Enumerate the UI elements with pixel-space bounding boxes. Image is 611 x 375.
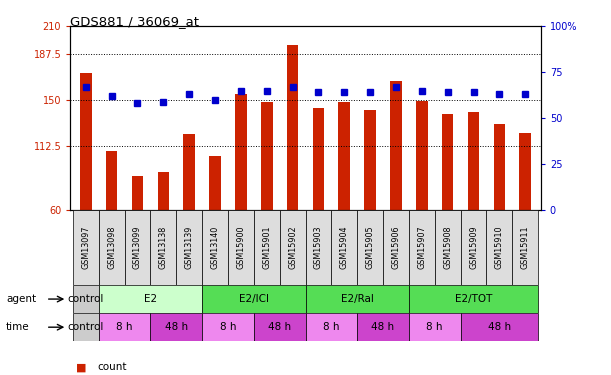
Text: 48 h: 48 h	[268, 322, 291, 332]
Bar	[202, 313, 254, 341]
Bar	[306, 210, 331, 285]
Bar	[409, 285, 538, 313]
Text: E2/TOT: E2/TOT	[455, 294, 492, 304]
Bar	[461, 210, 486, 285]
Text: E2/ICI: E2/ICI	[239, 294, 269, 304]
Bar	[158, 172, 169, 210]
Bar	[209, 156, 221, 210]
Bar	[435, 210, 461, 285]
Bar	[442, 114, 453, 210]
Text: GSM13097: GSM13097	[81, 226, 90, 269]
Bar	[287, 45, 298, 210]
Text: GSM15904: GSM15904	[340, 226, 349, 269]
Text: GSM15905: GSM15905	[365, 226, 375, 269]
Bar	[73, 285, 99, 313]
Text: GSM15903: GSM15903	[314, 226, 323, 269]
Text: 48 h: 48 h	[165, 322, 188, 332]
Bar	[494, 124, 505, 210]
Bar	[131, 176, 144, 210]
Text: 48 h: 48 h	[488, 322, 511, 332]
Text: control: control	[68, 322, 104, 332]
Text: GSM13099: GSM13099	[133, 226, 142, 269]
Bar	[306, 285, 409, 313]
Bar	[202, 210, 228, 285]
Text: agent: agent	[6, 294, 36, 304]
Bar	[228, 210, 254, 285]
Bar	[313, 108, 324, 210]
Text: GSM15911: GSM15911	[521, 226, 530, 269]
Text: GSM15901: GSM15901	[262, 226, 271, 269]
Bar	[357, 313, 409, 341]
Text: ■: ■	[76, 363, 87, 372]
Bar	[99, 210, 125, 285]
Bar	[409, 313, 461, 341]
Bar	[150, 210, 176, 285]
Bar	[409, 210, 435, 285]
Text: GSM13139: GSM13139	[185, 226, 194, 269]
Bar	[416, 101, 428, 210]
Bar	[125, 210, 150, 285]
Bar	[357, 210, 383, 285]
Text: GSM15910: GSM15910	[495, 226, 504, 269]
Text: 48 h: 48 h	[371, 322, 395, 332]
Bar	[331, 210, 357, 285]
Bar	[99, 285, 202, 313]
Text: GSM15902: GSM15902	[288, 226, 297, 269]
Bar	[519, 133, 531, 210]
Bar	[364, 110, 376, 210]
Text: GSM13138: GSM13138	[159, 226, 168, 269]
Bar	[106, 151, 117, 210]
Bar	[512, 210, 538, 285]
Bar	[338, 102, 350, 210]
Bar	[176, 210, 202, 285]
Bar	[150, 313, 202, 341]
Text: GSM15908: GSM15908	[443, 226, 452, 269]
Bar	[73, 210, 99, 285]
Bar	[254, 313, 306, 341]
Bar	[486, 210, 512, 285]
Text: E2: E2	[144, 294, 157, 304]
Text: E2/Ral: E2/Ral	[341, 294, 374, 304]
Text: GDS881 / 36069_at: GDS881 / 36069_at	[70, 15, 199, 28]
Text: 8 h: 8 h	[220, 322, 236, 332]
Bar	[254, 210, 280, 285]
Text: 8 h: 8 h	[323, 322, 340, 332]
Bar	[461, 313, 538, 341]
Bar	[383, 210, 409, 285]
Bar	[73, 313, 99, 341]
Bar	[280, 210, 306, 285]
Bar	[202, 285, 306, 313]
Text: GSM15907: GSM15907	[417, 226, 426, 269]
Bar	[99, 313, 150, 341]
Bar	[306, 313, 357, 341]
Text: GSM15909: GSM15909	[469, 226, 478, 269]
Bar	[390, 81, 402, 210]
Text: GSM13140: GSM13140	[211, 226, 219, 269]
Text: time: time	[6, 322, 30, 332]
Bar	[261, 102, 273, 210]
Text: 8 h: 8 h	[116, 322, 133, 332]
Bar	[235, 94, 247, 210]
Bar	[467, 112, 480, 210]
Bar	[80, 73, 92, 210]
Bar	[183, 134, 195, 210]
Text: GSM13098: GSM13098	[107, 226, 116, 269]
Text: 8 h: 8 h	[426, 322, 443, 332]
Text: GSM15900: GSM15900	[236, 226, 246, 269]
Text: GSM15906: GSM15906	[392, 226, 400, 269]
Text: control: control	[68, 294, 104, 304]
Text: count: count	[98, 363, 127, 372]
